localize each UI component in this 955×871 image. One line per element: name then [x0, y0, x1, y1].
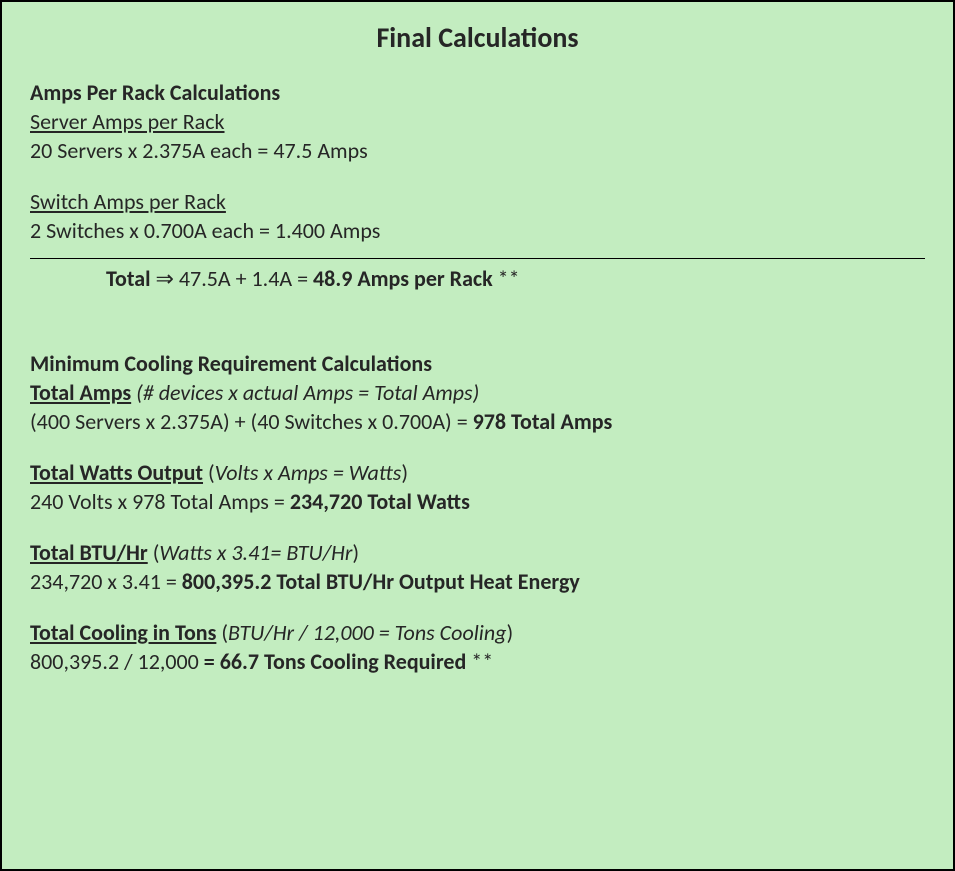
calculations-panel: Final Calculations Amps Per Rack Calcula…: [0, 0, 955, 871]
total-btu-prefix: 234,720 x 3.41 =: [30, 568, 182, 595]
total-result: 48.9 Amps per Rack: [313, 265, 493, 292]
total-amps-label: Total Amps: [30, 379, 131, 406]
total-amps-formula: (# devices x actual Amps = Total Amps): [131, 379, 479, 406]
open-paren: (: [203, 459, 215, 486]
total-cooling-label: Total Cooling in Tons: [30, 619, 216, 646]
total-cooling-prefix: 800,395.2 / 12,000: [30, 648, 204, 675]
panel-title: Final Calculations: [30, 20, 925, 55]
arrow-icon: ⇒: [155, 266, 173, 291]
open-paren: (: [216, 619, 228, 646]
total-amps-result: 978 Total Amps: [473, 408, 613, 435]
open-paren: (: [148, 539, 160, 566]
total-expr: 47.5A + 1.4A =: [174, 265, 313, 292]
total-cooling-heading: Total Cooling in Tons (BTU/Hr / 12,000 =…: [30, 619, 925, 646]
total-cooling-result: = 66.7 Tons Cooling Required: [204, 648, 467, 675]
server-amps-label: Server Amps per Rack: [30, 108, 925, 135]
total-amps-heading: Total Amps (# devices x actual Amps = To…: [30, 379, 925, 406]
total-amps-calc: (400 Servers x 2.375A) + (40 Switches x …: [30, 408, 925, 435]
close-paren: ): [352, 539, 359, 566]
total-cooling-formula: BTU/Hr / 12,000 = Tons Cooling: [228, 619, 506, 646]
total-btu-label: Total BTU/Hr: [30, 539, 148, 566]
total-cooling-suffix: **: [466, 648, 493, 675]
total-amps-prefix: (400 Servers x 2.375A) + (40 Switches x …: [30, 408, 473, 435]
amps-total-line: Total ⇒ 47.5A + 1.4A = 48.9 Amps per Rac…: [30, 265, 925, 292]
close-paren: ): [401, 459, 408, 486]
switch-amps-label: Switch Amps per Rack: [30, 188, 925, 215]
total-suffix: **: [493, 265, 520, 292]
total-btu-heading: Total BTU/Hr (Watts x 3.41= BTU/Hr): [30, 539, 925, 566]
total-watts-calc: 240 Volts x 978 Total Amps = 234,720 Tot…: [30, 488, 925, 515]
server-amps-calc: 20 Servers x 2.375A each = 47.5 Amps: [30, 137, 925, 164]
total-btu-calc: 234,720 x 3.41 = 800,395.2 Total BTU/Hr …: [30, 568, 925, 595]
cooling-section-header: Minimum Cooling Requirement Calculations: [30, 350, 925, 377]
total-btu-formula: Watts x 3.41= BTU/Hr: [159, 539, 352, 566]
total-btu-result: 800,395.2 Total BTU/Hr Output Heat Energ…: [182, 568, 580, 595]
close-paren: ): [506, 619, 513, 646]
total-rule: Total ⇒ 47.5A + 1.4A = 48.9 Amps per Rac…: [30, 258, 925, 292]
switch-amps-calc: 2 Switches x 0.700A each = 1.400 Amps: [30, 217, 925, 244]
amps-section-header: Amps Per Rack Calculations: [30, 79, 925, 106]
total-label: Total: [106, 265, 151, 292]
total-watts-result: 234,720 Total Watts: [290, 488, 470, 515]
total-watts-formula: Volts x Amps = Watts: [215, 459, 402, 486]
total-cooling-calc: 800,395.2 / 12,000 = 66.7 Tons Cooling R…: [30, 648, 925, 675]
total-watts-heading: Total Watts Output (Volts x Amps = Watts…: [30, 459, 925, 486]
total-watts-prefix: 240 Volts x 978 Total Amps =: [30, 488, 290, 515]
total-watts-label: Total Watts Output: [30, 459, 203, 486]
